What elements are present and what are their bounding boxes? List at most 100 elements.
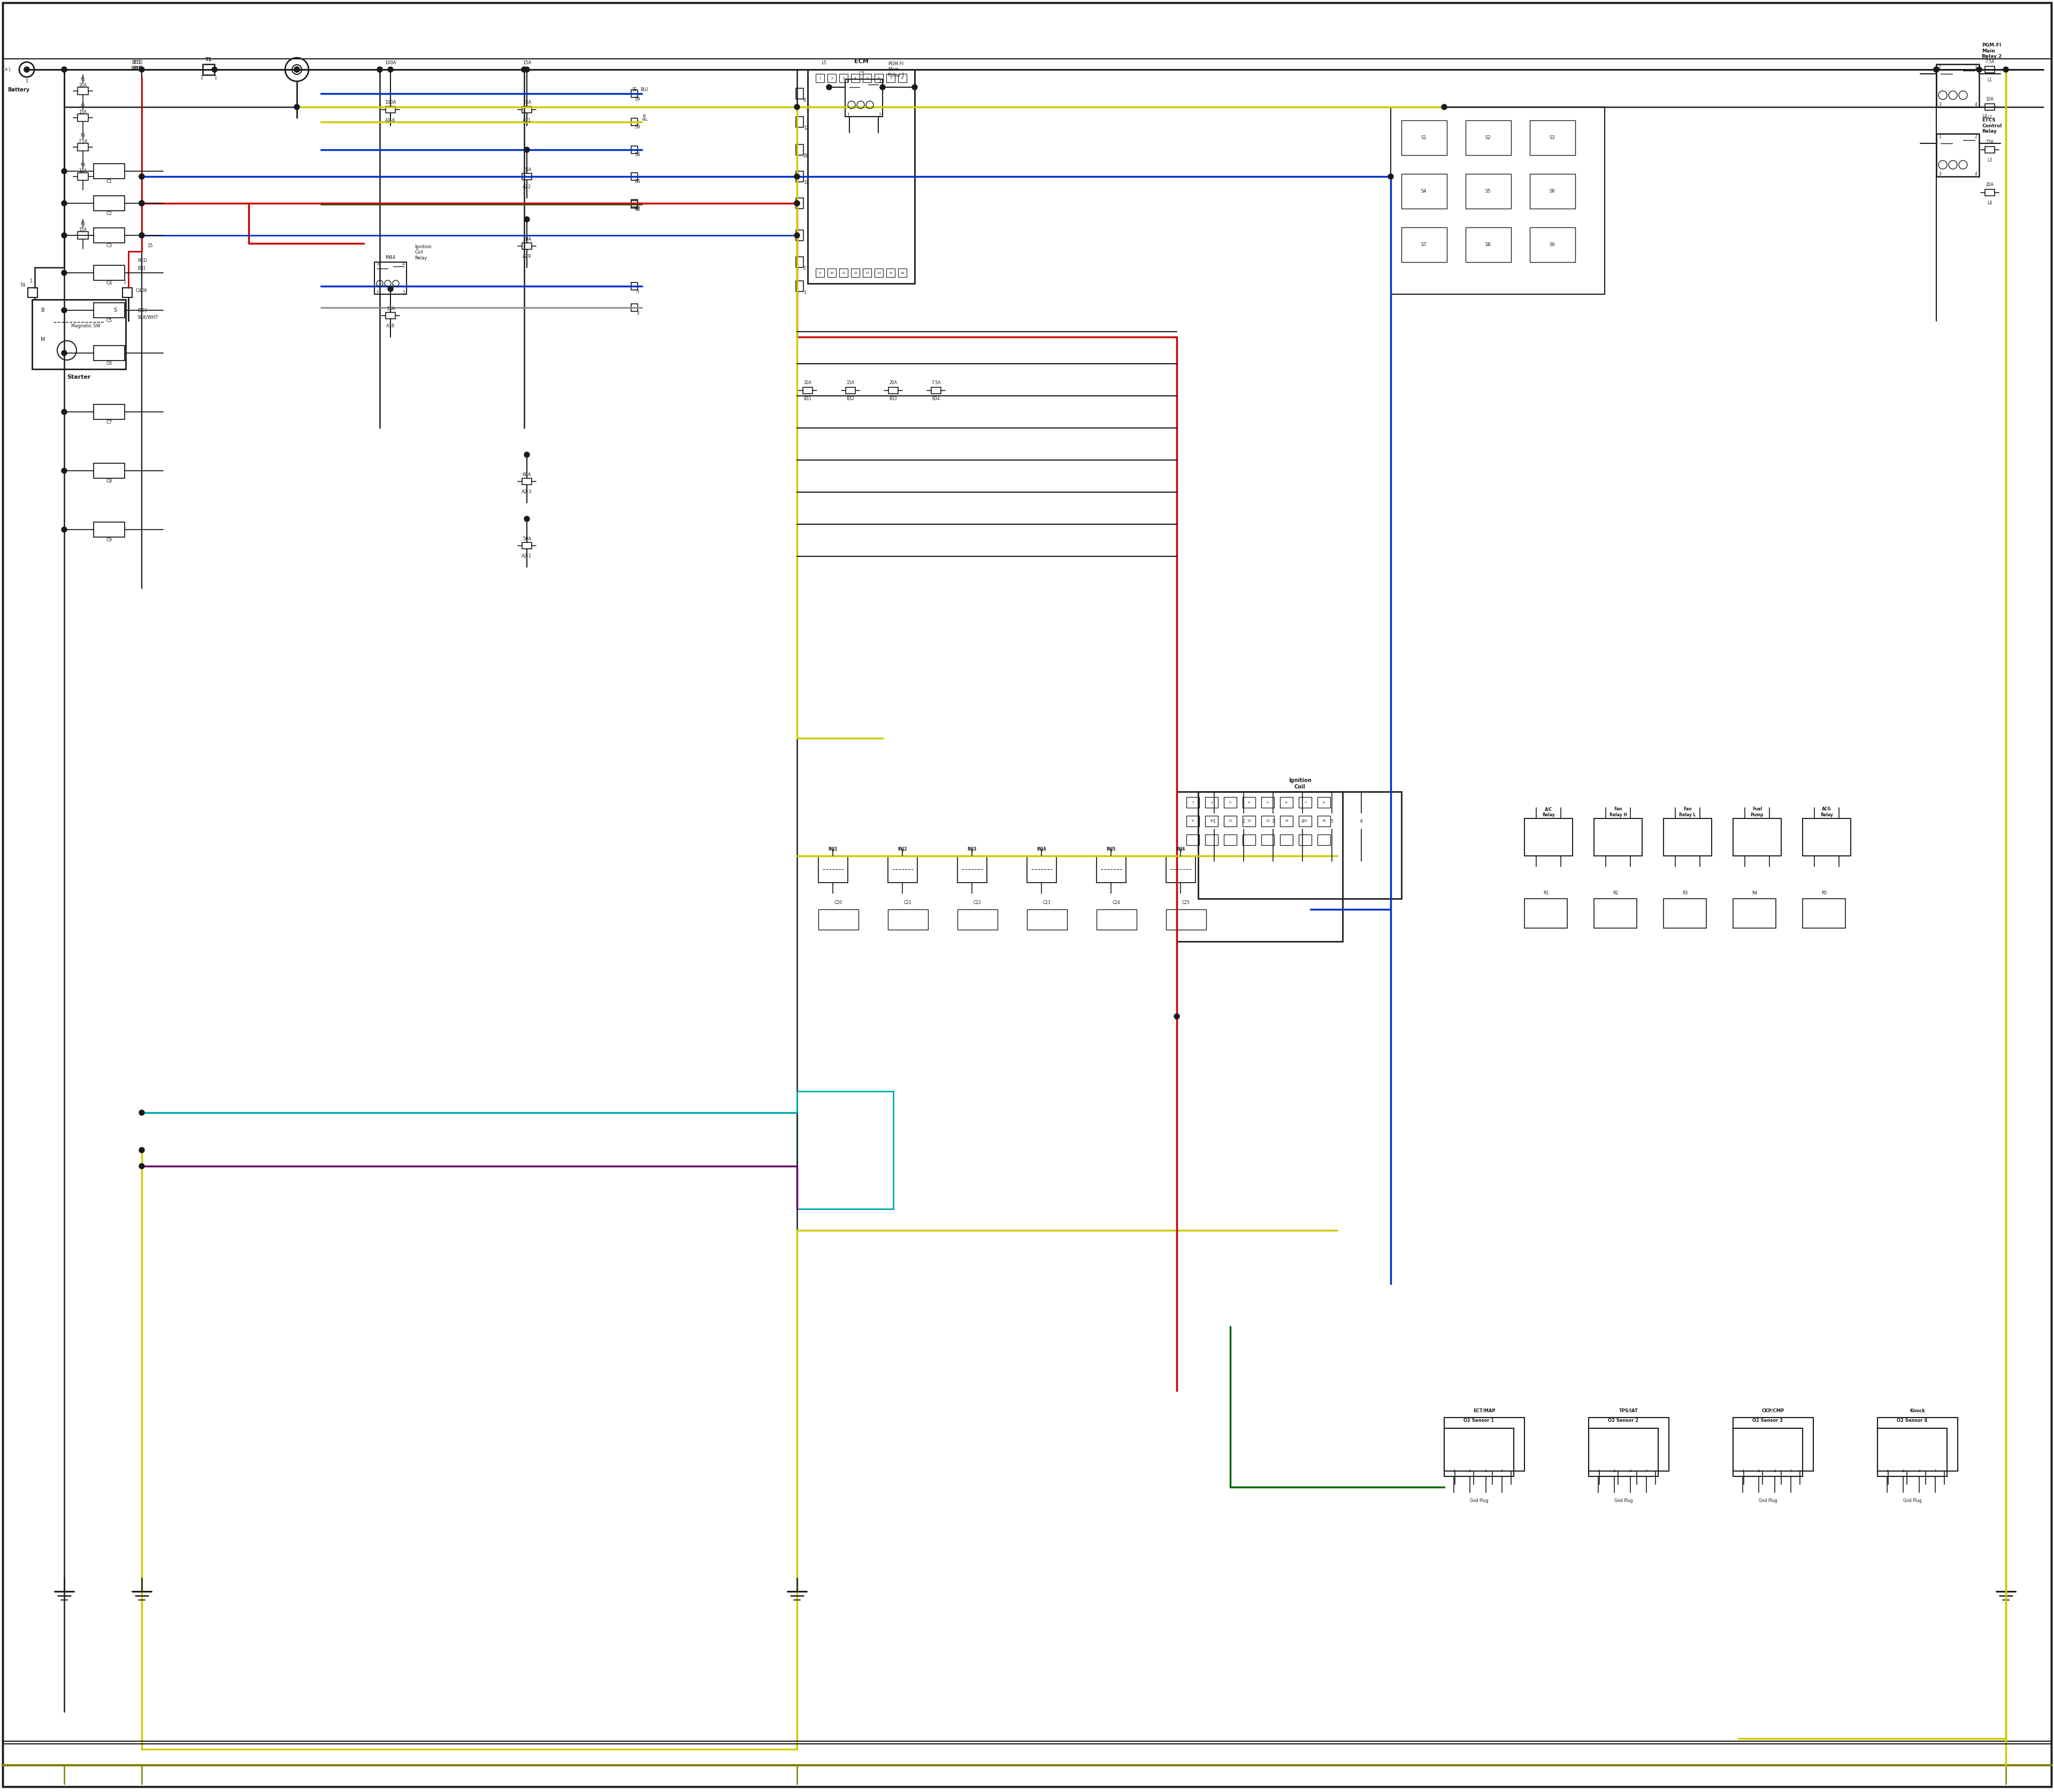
Text: 4: 4 bbox=[1645, 1469, 1647, 1473]
Bar bbox=[797, 229, 803, 240]
Text: O2 Sensor 2: O2 Sensor 2 bbox=[1608, 1417, 1639, 1423]
Text: 4: 4 bbox=[1974, 172, 1976, 176]
Text: C23: C23 bbox=[1043, 901, 1052, 905]
Bar bbox=[797, 1091, 893, 1210]
Circle shape bbox=[524, 452, 530, 457]
Text: 20A: 20A bbox=[889, 380, 898, 385]
Bar bbox=[631, 199, 637, 208]
Text: S5: S5 bbox=[1485, 188, 1491, 194]
Text: S3: S3 bbox=[1549, 134, 1555, 140]
Bar bbox=[957, 857, 986, 883]
Text: L3: L3 bbox=[1988, 158, 1992, 163]
Text: L4: L4 bbox=[1982, 115, 1986, 118]
Bar bbox=[522, 478, 532, 484]
Text: 8: 8 bbox=[902, 77, 904, 79]
Text: 2: 2 bbox=[1974, 134, 1976, 138]
Text: O2 Sensor 1: O2 Sensor 1 bbox=[1465, 1417, 1493, 1423]
Text: S1: S1 bbox=[1421, 134, 1428, 140]
Bar bbox=[78, 231, 88, 238]
Text: 11: 11 bbox=[1228, 819, 1232, 823]
Bar bbox=[1937, 65, 1980, 108]
Circle shape bbox=[1442, 104, 1446, 109]
Text: PGM-FI
Main
Relay 2: PGM-FI Main Relay 2 bbox=[1982, 43, 2003, 59]
Text: 60A: 60A bbox=[522, 471, 532, 477]
Text: 100A: 100A bbox=[384, 61, 396, 66]
Bar bbox=[803, 387, 813, 394]
Text: M44: M44 bbox=[386, 256, 396, 260]
Bar bbox=[1298, 835, 1313, 846]
Bar bbox=[631, 201, 637, 208]
Text: [E1]: [E1] bbox=[134, 59, 142, 65]
Text: 13: 13 bbox=[1265, 819, 1269, 823]
Text: INJ1: INJ1 bbox=[828, 848, 838, 851]
Bar bbox=[33, 299, 125, 369]
Circle shape bbox=[294, 66, 300, 72]
Bar bbox=[1734, 819, 1781, 857]
Circle shape bbox=[294, 66, 300, 72]
Bar bbox=[1027, 857, 1056, 883]
Text: F3
7.5A: F3 7.5A bbox=[78, 133, 88, 143]
Circle shape bbox=[140, 233, 144, 238]
Bar bbox=[1243, 835, 1255, 846]
Circle shape bbox=[795, 233, 799, 238]
Circle shape bbox=[388, 287, 392, 292]
Text: 3: 3 bbox=[1918, 1469, 1920, 1473]
Bar bbox=[1734, 1428, 1803, 1477]
Circle shape bbox=[524, 66, 530, 72]
Text: WHT: WHT bbox=[134, 66, 144, 72]
Bar bbox=[850, 269, 859, 278]
Bar bbox=[807, 70, 914, 283]
Text: 2: 2 bbox=[879, 113, 881, 118]
Text: 2: 2 bbox=[403, 290, 405, 296]
Text: 1: 1 bbox=[1191, 801, 1193, 805]
Text: [E: [E bbox=[633, 88, 637, 91]
Text: 9: 9 bbox=[820, 271, 822, 274]
Bar bbox=[887, 857, 918, 883]
Text: S7: S7 bbox=[1421, 242, 1428, 247]
Text: 2: 2 bbox=[1612, 1469, 1616, 1473]
Bar bbox=[78, 143, 88, 151]
Bar bbox=[94, 265, 125, 280]
Text: C4: C4 bbox=[107, 281, 113, 287]
Text: 6: 6 bbox=[877, 77, 879, 79]
Bar bbox=[898, 73, 906, 82]
Text: B31: B31 bbox=[803, 396, 811, 401]
Bar bbox=[1734, 1417, 1814, 1471]
Text: 12: 12 bbox=[803, 125, 809, 131]
Text: Knock: Knock bbox=[1910, 1409, 1925, 1414]
Bar bbox=[797, 116, 803, 127]
Text: BLK/WHT: BLK/WHT bbox=[138, 315, 158, 319]
Text: 2: 2 bbox=[1243, 819, 1245, 824]
Text: 10A: 10A bbox=[803, 380, 811, 385]
Circle shape bbox=[140, 1109, 144, 1115]
Text: ACG
Relay: ACG Relay bbox=[1820, 806, 1832, 817]
Text: [EE]: [EE] bbox=[138, 308, 146, 312]
Text: 15A: 15A bbox=[1986, 140, 1994, 143]
Text: M: M bbox=[41, 337, 45, 342]
Bar bbox=[94, 303, 125, 317]
Bar bbox=[817, 857, 848, 883]
Text: R4: R4 bbox=[1752, 891, 1758, 896]
Circle shape bbox=[140, 201, 144, 206]
Text: BLU: BLU bbox=[641, 88, 649, 91]
Bar bbox=[1664, 819, 1711, 857]
Text: 42: 42 bbox=[635, 206, 641, 211]
Text: 1: 1 bbox=[376, 290, 378, 296]
Bar bbox=[29, 289, 37, 297]
Bar bbox=[94, 346, 125, 360]
Text: 50A: 50A bbox=[522, 536, 532, 541]
Bar bbox=[1444, 1428, 1514, 1477]
Text: C3: C3 bbox=[107, 244, 113, 249]
Bar bbox=[94, 163, 125, 179]
Text: [EJ]: [EJ] bbox=[138, 267, 146, 271]
Bar bbox=[797, 88, 803, 99]
Circle shape bbox=[140, 1163, 144, 1168]
Bar bbox=[386, 312, 394, 319]
Bar bbox=[631, 90, 637, 97]
Circle shape bbox=[2003, 66, 2009, 72]
Text: 1: 1 bbox=[803, 290, 805, 296]
Circle shape bbox=[795, 104, 799, 109]
Text: C20: C20 bbox=[834, 901, 842, 905]
Circle shape bbox=[795, 174, 799, 179]
Text: 7: 7 bbox=[1304, 801, 1306, 805]
